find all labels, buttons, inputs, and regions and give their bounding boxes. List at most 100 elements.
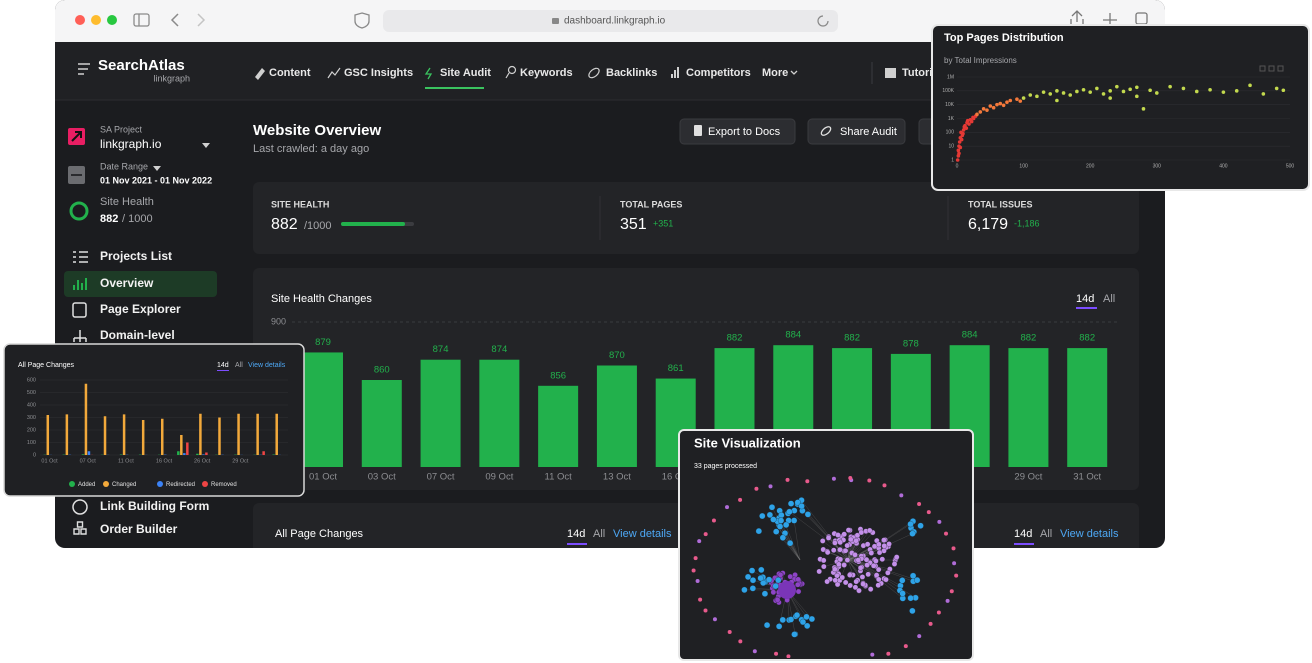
graph-node — [876, 549, 883, 556]
card-bg — [931, 24, 1310, 191]
range-option[interactable]: All — [593, 528, 605, 540]
nav-item[interactable]: GSC Insights — [344, 67, 413, 79]
value-label: 882 — [844, 333, 860, 344]
graph-node — [832, 577, 839, 584]
point — [971, 115, 975, 120]
graph-node — [837, 539, 843, 546]
health-value: 882 — [100, 213, 118, 225]
view-details-link[interactable]: View details — [248, 362, 286, 369]
tool-icon[interactable] — [1277, 65, 1284, 72]
graph-node — [856, 587, 862, 594]
bar — [141, 420, 145, 455]
point — [1095, 86, 1099, 91]
range-option-active[interactable]: 14d — [567, 528, 585, 540]
range-option-active[interactable]: 14d — [1014, 528, 1032, 540]
point — [967, 122, 971, 126]
sidebar-toggle[interactable] — [133, 13, 150, 27]
point — [1115, 84, 1119, 89]
point — [988, 104, 993, 108]
tool-icon[interactable] — [1268, 65, 1275, 72]
project-label: SA Project — [100, 124, 143, 134]
bar — [479, 359, 520, 467]
card-bg — [3, 343, 305, 497]
graph-node — [786, 540, 794, 547]
value-label: 878 — [903, 338, 919, 349]
menu-item[interactable]: Domain-level — [100, 328, 175, 342]
tool-icon[interactable] — [1259, 65, 1266, 72]
y-tick-label: 0 — [33, 452, 36, 458]
brand[interactable]: SearchAtlas — [98, 57, 185, 74]
point — [1121, 89, 1126, 94]
point — [1075, 89, 1079, 94]
graph-node — [832, 566, 838, 573]
graph-node — [899, 577, 906, 584]
nav-item[interactable]: More — [762, 67, 788, 79]
range-option-active[interactable]: 14d — [217, 362, 229, 369]
share-button[interactable] — [807, 118, 906, 145]
view-details-link[interactable]: View details — [1060, 528, 1119, 540]
bar — [420, 359, 461, 467]
graph-node — [867, 586, 874, 592]
reload-button[interactable] — [817, 15, 829, 27]
back-button[interactable] — [170, 13, 179, 27]
project-name[interactable]: linkgraph.io — [100, 137, 162, 151]
zoom-button[interactable] — [107, 15, 117, 25]
graph-node — [837, 546, 843, 553]
x-tick-label: 11 Oct — [118, 458, 134, 464]
url-bar[interactable] — [383, 10, 838, 32]
site-visualization-card: Site Visualization 33 pages processed — [678, 429, 974, 661]
point — [1261, 92, 1266, 96]
export-button[interactable] — [679, 118, 796, 145]
graph-node — [875, 566, 882, 573]
graph-node — [899, 493, 904, 498]
menu-item-active[interactable]: Overview — [100, 276, 154, 290]
forward-button[interactable] — [197, 13, 206, 27]
card-title: Top Pages Distribution — [944, 32, 1064, 44]
graph-node — [779, 534, 787, 541]
nav-item[interactable]: Backlinks — [606, 67, 657, 79]
minimize-button[interactable] — [91, 15, 101, 25]
x-tick-label: 09 Oct — [485, 472, 513, 483]
legend-label: Changed — [112, 482, 136, 488]
range-option[interactable]: All — [1103, 293, 1115, 305]
date-dropdown[interactable] — [153, 166, 161, 171]
graph-edge — [847, 559, 863, 578]
range-option[interactable]: All — [1040, 528, 1052, 540]
projects-icon — [73, 251, 88, 263]
graph-node — [712, 617, 717, 622]
menu-item[interactable]: Link Building Form — [100, 499, 209, 513]
bar — [202, 454, 205, 455]
menu-item[interactable]: Order Builder — [100, 522, 178, 536]
date-range[interactable]: 01 Nov 2021 - 01 Nov 2022 — [100, 175, 212, 185]
menu-item[interactable]: Projects List — [100, 249, 172, 263]
top-pages-card: Top Pages Distribution by Total Impressi… — [931, 24, 1310, 191]
menu-icon[interactable] — [78, 63, 90, 75]
bar — [84, 383, 88, 455]
graph-node — [881, 543, 888, 549]
point — [1234, 89, 1239, 93]
card-subtitle: 33 pages processed — [694, 463, 757, 470]
project-icon-arrow — [71, 131, 82, 142]
graph-node — [786, 508, 793, 515]
graph-node — [805, 479, 810, 484]
range-option-active[interactable]: 14d — [1076, 293, 1094, 305]
graph-node — [860, 581, 866, 587]
view-details-link[interactable]: View details — [613, 528, 672, 540]
nav-item[interactable]: Competitors — [686, 67, 751, 79]
project-dropdown[interactable] — [202, 143, 210, 148]
graph-node — [777, 517, 785, 524]
close-button[interactable] — [75, 15, 85, 25]
point — [957, 151, 961, 156]
x-tick-label: 26 Oct — [194, 458, 211, 464]
range-option[interactable]: All — [235, 362, 243, 369]
point — [1101, 92, 1106, 96]
legend-swatch — [157, 481, 163, 487]
nav-item[interactable]: Keywords — [520, 67, 573, 79]
graph-node — [775, 623, 783, 630]
point — [1108, 89, 1112, 93]
graph-node — [853, 578, 859, 585]
menu-item[interactable]: Page Explorer — [100, 302, 181, 316]
nav-item[interactable]: Content — [269, 67, 311, 79]
privacy-icon[interactable] — [354, 12, 370, 29]
nav-item-active[interactable]: Site Audit — [440, 67, 491, 79]
